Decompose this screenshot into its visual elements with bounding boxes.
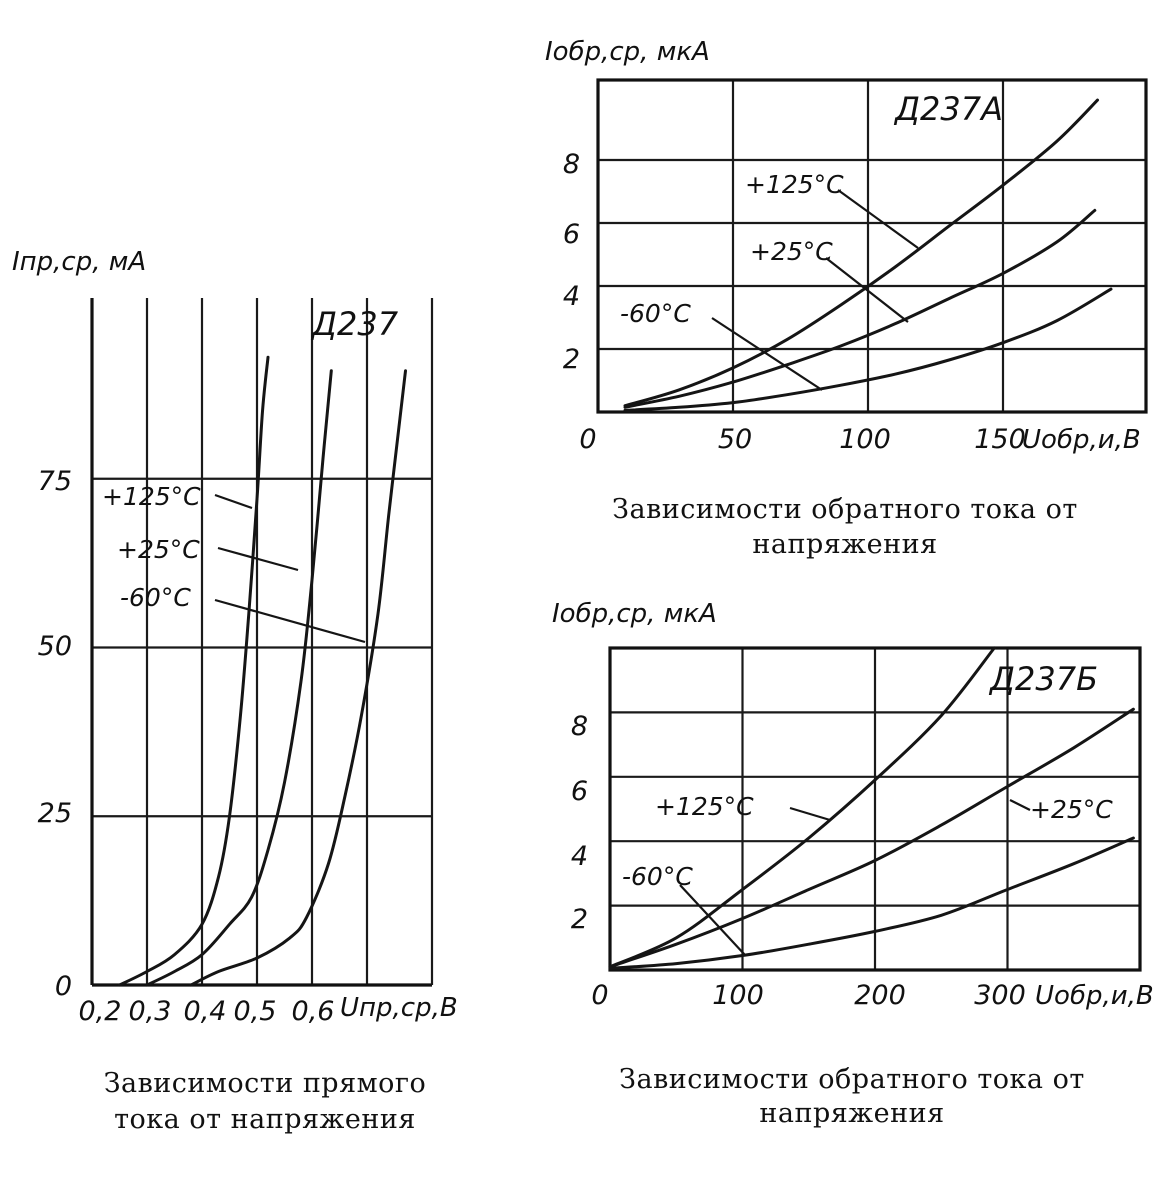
series-line-1	[623, 208, 1097, 409]
x-axis-label: Uобр,и,В	[1022, 425, 1141, 455]
series-line-2	[623, 287, 1113, 412]
series-line-0	[623, 98, 1099, 408]
y-axis-label: Iобр,ср, мкА	[545, 37, 710, 67]
reverse-current-chart-d237a: 0 50 100 150 2 4 6 8 Uобр,и,В Iобр,ср, мкА Д237А +1…	[545, 37, 1148, 560]
series-line-0	[118, 355, 270, 987]
y-axis-label: Iпр,ср, мА	[12, 247, 146, 277]
x-tick-label: 0,5	[234, 996, 277, 1027]
series-label: -60°С	[120, 583, 191, 612]
x-tick-label: 300	[974, 980, 1026, 1011]
series-label: -60°С	[622, 862, 693, 891]
series-label: +125°С	[655, 792, 754, 821]
y-axis-label: Iобр,ср, мкА	[552, 599, 717, 629]
y-tick-label: 2	[571, 904, 588, 935]
y-tick-label: 4	[571, 841, 588, 872]
y-tick-label: 50	[38, 631, 72, 662]
chart-caption: тока от напряжения	[114, 1104, 416, 1135]
x-tick-label: 0	[591, 980, 608, 1011]
series-leader-line	[711, 317, 823, 391]
x-tick-label: 100	[712, 980, 764, 1011]
series-leader-line	[214, 598, 366, 644]
x-tick-label: 0,6	[292, 996, 335, 1027]
forward-current-chart: 0,2 0,3 0,4 0,5 0,6 0 25 50 75 Uпр,ср,В Iпр,ср, мА…	[12, 247, 458, 1135]
x-tick-label: 150	[974, 424, 1026, 455]
series-label: -60°С	[620, 299, 691, 328]
x-tick-label: 0,2	[79, 996, 122, 1027]
series-label: +125°С	[102, 482, 201, 511]
y-tick-label: 8	[571, 711, 588, 742]
y-tick-label: 6	[571, 776, 588, 807]
y-tick-label: 2	[563, 344, 580, 375]
series-leader-line	[679, 884, 746, 956]
chart-caption: Зависимости обратного тока от	[619, 1064, 1085, 1095]
x-tick-label: 0,4	[184, 996, 227, 1027]
y-tick-label: 25	[38, 798, 72, 829]
y-tick-label: 8	[563, 149, 580, 180]
chart-caption: Зависимости прямого	[104, 1068, 427, 1099]
series-leader-line	[837, 189, 919, 249]
chart-caption: напряжения	[752, 529, 937, 560]
plot-frame	[608, 646, 1142, 972]
series-label: +25°С	[1030, 795, 1113, 824]
series-line-2	[189, 369, 407, 987]
series-line-0	[608, 646, 996, 969]
chart-caption: напряжения	[759, 1098, 944, 1129]
x-tick-label: 0,3	[129, 996, 172, 1027]
x-axis-label: Uпр,ср,В	[340, 993, 458, 1023]
chart-caption: Зависимости обратного тока от	[612, 494, 1078, 525]
x-tick-label: 100	[839, 424, 891, 455]
diode-model-label: Д237А	[893, 90, 1003, 128]
series-label: +25°С	[750, 237, 833, 266]
y-tick-label: 4	[563, 281, 580, 312]
series-leader-line	[217, 546, 299, 572]
series-line-2	[608, 836, 1135, 970]
x-tick-label: 200	[854, 980, 906, 1011]
diode-model-label: Д237	[310, 305, 399, 343]
y-tick-label: 75	[38, 466, 72, 497]
y-tick-label: 0	[55, 971, 72, 1002]
plot-frame	[596, 78, 1148, 414]
series-line-1	[145, 369, 333, 987]
series-leader-line	[789, 806, 831, 822]
series-label: +125°С	[745, 170, 844, 199]
series-label: +25°С	[117, 535, 200, 564]
x-tick-label: 0	[579, 424, 596, 455]
series-leader-line	[214, 493, 253, 510]
series-line-1	[608, 707, 1135, 969]
series-leader-line	[825, 257, 909, 323]
series-leader-line	[1009, 799, 1031, 811]
reverse-current-chart-d237b: 0 100 200 300 2 4 6 8 Uобр,и,В Iобр,ср, мкА Д237Б +…	[552, 599, 1154, 1129]
x-tick-label: 50	[718, 424, 752, 455]
x-axis-label: Uобр,и,В	[1035, 981, 1154, 1011]
y-tick-label: 6	[563, 219, 580, 250]
diode-model-label: Д237Б	[988, 660, 1098, 698]
